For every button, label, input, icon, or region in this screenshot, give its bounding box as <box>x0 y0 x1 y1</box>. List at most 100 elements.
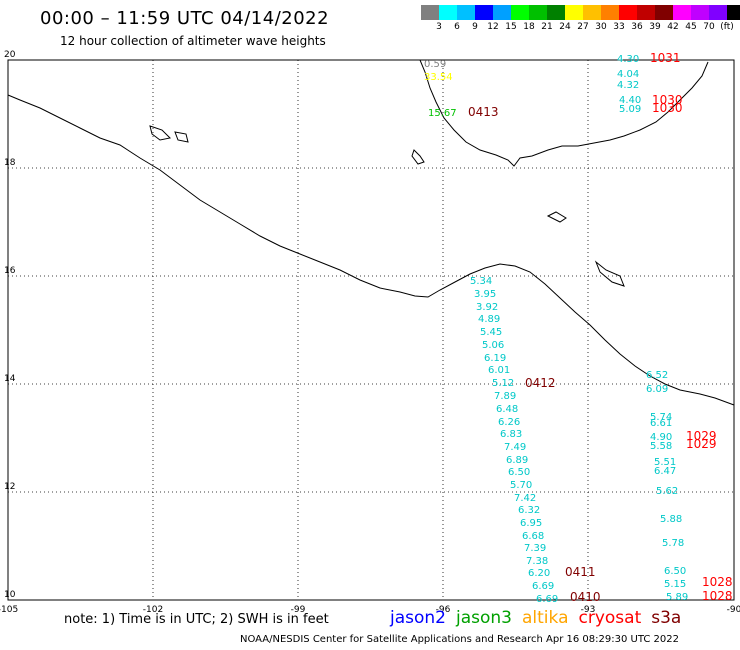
pass-time-label: 1028 <box>702 589 733 603</box>
swh-value: 5.70 <box>510 480 532 491</box>
legend-swatch <box>565 5 583 20</box>
satellite-name: altika <box>522 608 569 628</box>
legend-swatch <box>691 5 709 20</box>
swh-value: 5.58 <box>650 441 672 452</box>
legend-label: 18 <box>523 22 535 32</box>
swh-value: 4.89 <box>478 314 500 325</box>
legend-swatch <box>457 5 475 20</box>
lake-island <box>546 211 567 223</box>
swh-value: 6.69 <box>536 594 558 605</box>
legend-label: 42 <box>667 22 679 32</box>
swh-value: 6.83 <box>500 429 522 440</box>
satellite-name: jason2 <box>390 608 446 628</box>
swh-value: 7.39 <box>524 543 546 554</box>
legend-swatch <box>421 5 439 20</box>
swh-value: 4.32 <box>617 80 639 91</box>
legend-label: 33 <box>613 22 625 32</box>
swh-value: 6.32 <box>518 505 540 516</box>
lon-tick-label: -99 <box>291 605 306 615</box>
legend-swatch <box>583 5 601 20</box>
swh-value: 5.88 <box>660 514 682 525</box>
legend-swatch <box>439 5 457 20</box>
swh-value: 7.42 <box>514 493 536 504</box>
legend-swatch <box>709 5 727 20</box>
swh-value: 6.89 <box>506 455 528 466</box>
swh-value: 5.78 <box>662 538 684 549</box>
map-frame <box>7 59 735 601</box>
swh-value: 5.62 <box>656 486 678 497</box>
lat-tick-label: 14 <box>4 374 16 384</box>
footnote: note: 1) Time is in UTC; 2) SWH is in fe… <box>64 612 329 627</box>
swh-value: 3.92 <box>476 302 498 313</box>
swh-value: 6.48 <box>496 404 518 415</box>
legend-label: 21 <box>541 22 553 32</box>
legend-swatch <box>511 5 529 20</box>
swh-value: 5.06 <box>482 340 504 351</box>
legend-label: 3 <box>436 22 442 32</box>
swh-value: 6.50 <box>664 566 686 577</box>
swh-value: 6.47 <box>654 466 676 477</box>
legend-label: 9 <box>472 22 478 32</box>
legend-swatch <box>727 5 740 20</box>
lat-tick-label: 18 <box>4 158 16 168</box>
legend-swatch <box>493 5 511 20</box>
lake-island <box>174 131 189 143</box>
legend-label: 27 <box>577 22 589 32</box>
map-subtitle: 12 hour collection of altimeter wave hei… <box>60 34 326 48</box>
swh-value: 3.95 <box>474 289 496 300</box>
legend-label: 24 <box>559 22 571 32</box>
swh-value: 6.26 <box>498 417 520 428</box>
swh-value: 5.09 <box>619 104 641 115</box>
swh-value: 4.90 <box>650 432 672 443</box>
coastline <box>7 59 735 406</box>
lon-tick-label: -102 <box>143 605 163 615</box>
swh-value: 5.12 <box>492 378 514 389</box>
legend-label: 39 <box>649 22 661 32</box>
satellite-name: cryosat <box>578 608 642 628</box>
observation-labels: 0.59 33.54 15.67 4.30 4.044.32 4.405.09 5.34 3.… <box>424 51 733 605</box>
legend-label: 45 <box>685 22 697 32</box>
legend-label: 12 <box>487 22 499 32</box>
pass-time-label: 0412 <box>525 376 556 390</box>
legend-swatch <box>655 5 673 20</box>
swh-value: 6.19 <box>484 353 506 364</box>
legend-label: 70 <box>703 22 715 32</box>
pass-time-label: 1031 <box>650 51 681 65</box>
lat-lon-grid: -105 -102 -99 -96 -93 -90 20 18 16 14 12 10 <box>0 50 740 615</box>
swh-value: 33.54 <box>424 72 453 83</box>
legend-label: 30 <box>595 22 607 32</box>
swh-value: 4.30 <box>617 54 639 65</box>
swh-value: 0.59 <box>424 59 446 70</box>
legend-color-bar <box>421 5 740 20</box>
swh-value: 5.34 <box>470 276 492 287</box>
satellite-legend: jason2 jason3 altika cryosat s3a <box>390 608 691 628</box>
legend-swatch <box>601 5 619 20</box>
swh-value: 4.04 <box>617 69 639 80</box>
swh-value: 6.50 <box>508 467 530 478</box>
swh-value: 6.09 <box>646 384 668 395</box>
legend-swatch <box>529 5 547 20</box>
lon-tick-label: -90 <box>727 605 740 615</box>
pass-time-label: 0413 <box>468 105 499 119</box>
legend-label: 15 <box>505 22 517 32</box>
lake-island <box>411 149 425 165</box>
swh-value: 5.51 <box>654 457 676 468</box>
legend-swatch <box>547 5 565 20</box>
swh-value: 6.69 <box>532 581 554 592</box>
lake-island <box>149 125 172 141</box>
satellite-name: s3a <box>651 608 682 628</box>
legend-swatch <box>619 5 637 20</box>
lat-tick-label: 10 <box>4 590 16 600</box>
coastline-mainland <box>7 94 735 406</box>
swh-value: 6.01 <box>488 365 510 376</box>
legend-swatch <box>673 5 691 20</box>
swh-value: 7.38 <box>526 556 548 567</box>
swh-value: 6.95 <box>520 518 542 529</box>
pass-time-label: 1029 <box>686 429 717 443</box>
lat-tick-label: 12 <box>4 482 15 492</box>
legend-swatch <box>475 5 493 20</box>
lon-tick-label: -93 <box>581 605 596 615</box>
lon-tick-label: -105 <box>0 605 18 615</box>
legend-swatch <box>637 5 655 20</box>
